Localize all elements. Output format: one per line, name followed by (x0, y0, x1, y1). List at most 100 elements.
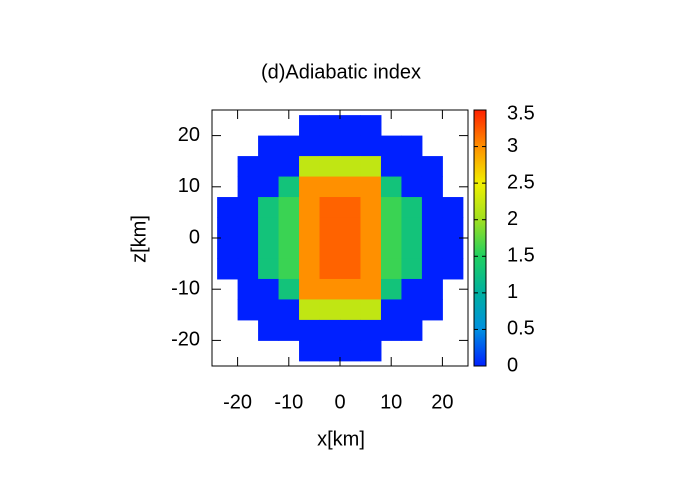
heatmap-cell (380, 319, 402, 341)
heatmap-cell (360, 115, 382, 137)
heatmap-cell (319, 156, 341, 178)
colorbar-tick-label: 1.5 (507, 245, 535, 267)
y-tick-label: 10 (178, 175, 200, 197)
heatmap-cell (340, 176, 361, 198)
heatmap-cell (442, 217, 464, 239)
heatmap-cell (299, 319, 321, 341)
heatmap-cell (380, 238, 402, 259)
heatmap-cell (360, 278, 382, 300)
heatmap-cell (299, 217, 321, 239)
y-tick-label: 20 (178, 124, 200, 146)
heatmap-cell (237, 258, 259, 280)
heatmap-cell (360, 135, 382, 157)
colorbar-tick-label: 3 (507, 135, 518, 157)
heatmap-cell (340, 217, 361, 239)
heatmap-cell (299, 340, 321, 362)
x-tick-label: -10 (274, 391, 303, 413)
heatmap-cell (442, 197, 464, 219)
heatmap-cell (319, 278, 341, 300)
y-tick-label: -10 (171, 277, 200, 299)
heatmap-cell (319, 238, 341, 259)
heatmap-cell (340, 340, 361, 362)
heatmap-cell (319, 176, 341, 198)
heatmap-cell (278, 135, 300, 157)
heatmap-cell (360, 217, 382, 239)
heatmap-cell (299, 278, 321, 300)
heatmap-cell (421, 217, 443, 239)
heatmap-cell (237, 217, 259, 239)
heatmap-cell (237, 278, 259, 300)
x-tick-label: 20 (431, 391, 453, 413)
heatmap-cell (237, 299, 259, 321)
chart-title: (d)Adiabatic index (261, 61, 421, 83)
heatmap-cell (278, 299, 300, 321)
heatmap-cell (278, 319, 300, 341)
heatmap-cell (421, 156, 443, 178)
heatmap-cell (380, 217, 402, 239)
heatmap-cell (319, 115, 341, 137)
heatmap-cell (380, 176, 402, 198)
heatmap-cell (299, 176, 321, 198)
heatmap-cell (380, 197, 402, 219)
heatmap-cell (299, 197, 321, 219)
heatmap-cell (380, 156, 402, 178)
heatmap-cell (380, 278, 402, 300)
heatmap-cell (299, 135, 321, 157)
heatmap-cell (360, 176, 382, 198)
heatmap-cell (401, 135, 423, 157)
heatmap-cell (217, 217, 239, 239)
heatmap-cell (401, 258, 423, 280)
colorbar-tick-label: 0 (507, 354, 518, 376)
heatmap-cell (360, 258, 382, 280)
heatmap-cell (340, 319, 361, 341)
heatmap-cell (340, 258, 361, 280)
x-tick-label: -20 (223, 391, 252, 413)
heatmap-cell (360, 319, 382, 341)
heatmap-cell (299, 258, 321, 280)
colorbar-tick-label: 2.5 (507, 171, 535, 193)
heatmap-cell (401, 299, 423, 321)
heatmap-cell (258, 135, 280, 157)
heatmap-cell (340, 278, 361, 300)
heatmap-cell (258, 278, 280, 300)
heatmap-cell (421, 197, 443, 219)
heatmap-cell (299, 156, 321, 178)
heatmap-cell (319, 299, 341, 321)
heatmap-cell (319, 135, 341, 157)
heatmap-cell (258, 299, 280, 321)
heatmap-cell (319, 197, 341, 219)
heatmap-cell (258, 197, 280, 219)
heatmap-cell (442, 258, 464, 280)
heatmap-cell (360, 156, 382, 178)
heatmap-cell (319, 258, 341, 280)
heatmap-cell (340, 156, 361, 178)
heatmap-cell (258, 176, 280, 198)
heatmap-cell (258, 156, 280, 178)
y-tick-label: 0 (189, 226, 200, 248)
heatmap-cell (278, 258, 300, 280)
heatmap-cell (401, 217, 423, 239)
heatmap-cell (258, 319, 280, 341)
heatmap-cell (319, 319, 341, 341)
heatmap-cell (258, 238, 280, 259)
heatmap-cell (401, 238, 423, 259)
x-axis-label: x[km] (317, 428, 365, 450)
heatmap-cell (278, 217, 300, 239)
colorbar-tick-label: 1 (507, 281, 518, 303)
heatmap-cell (421, 278, 443, 300)
heatmap-cell (421, 299, 443, 321)
heatmap-cell (237, 176, 259, 198)
heatmap-cell (340, 197, 361, 219)
heatmap-cell (421, 238, 443, 259)
heatmap-cell (278, 156, 300, 178)
heatmap-cell (401, 156, 423, 178)
colorbar-tick-label: 0.5 (507, 318, 535, 340)
heatmap-cell (319, 217, 341, 239)
heatmap-cell (237, 156, 259, 178)
heatmap-cell (401, 278, 423, 300)
heatmap-cell (278, 176, 300, 198)
heatmap-cell (258, 258, 280, 280)
heatmap-cell (401, 319, 423, 341)
